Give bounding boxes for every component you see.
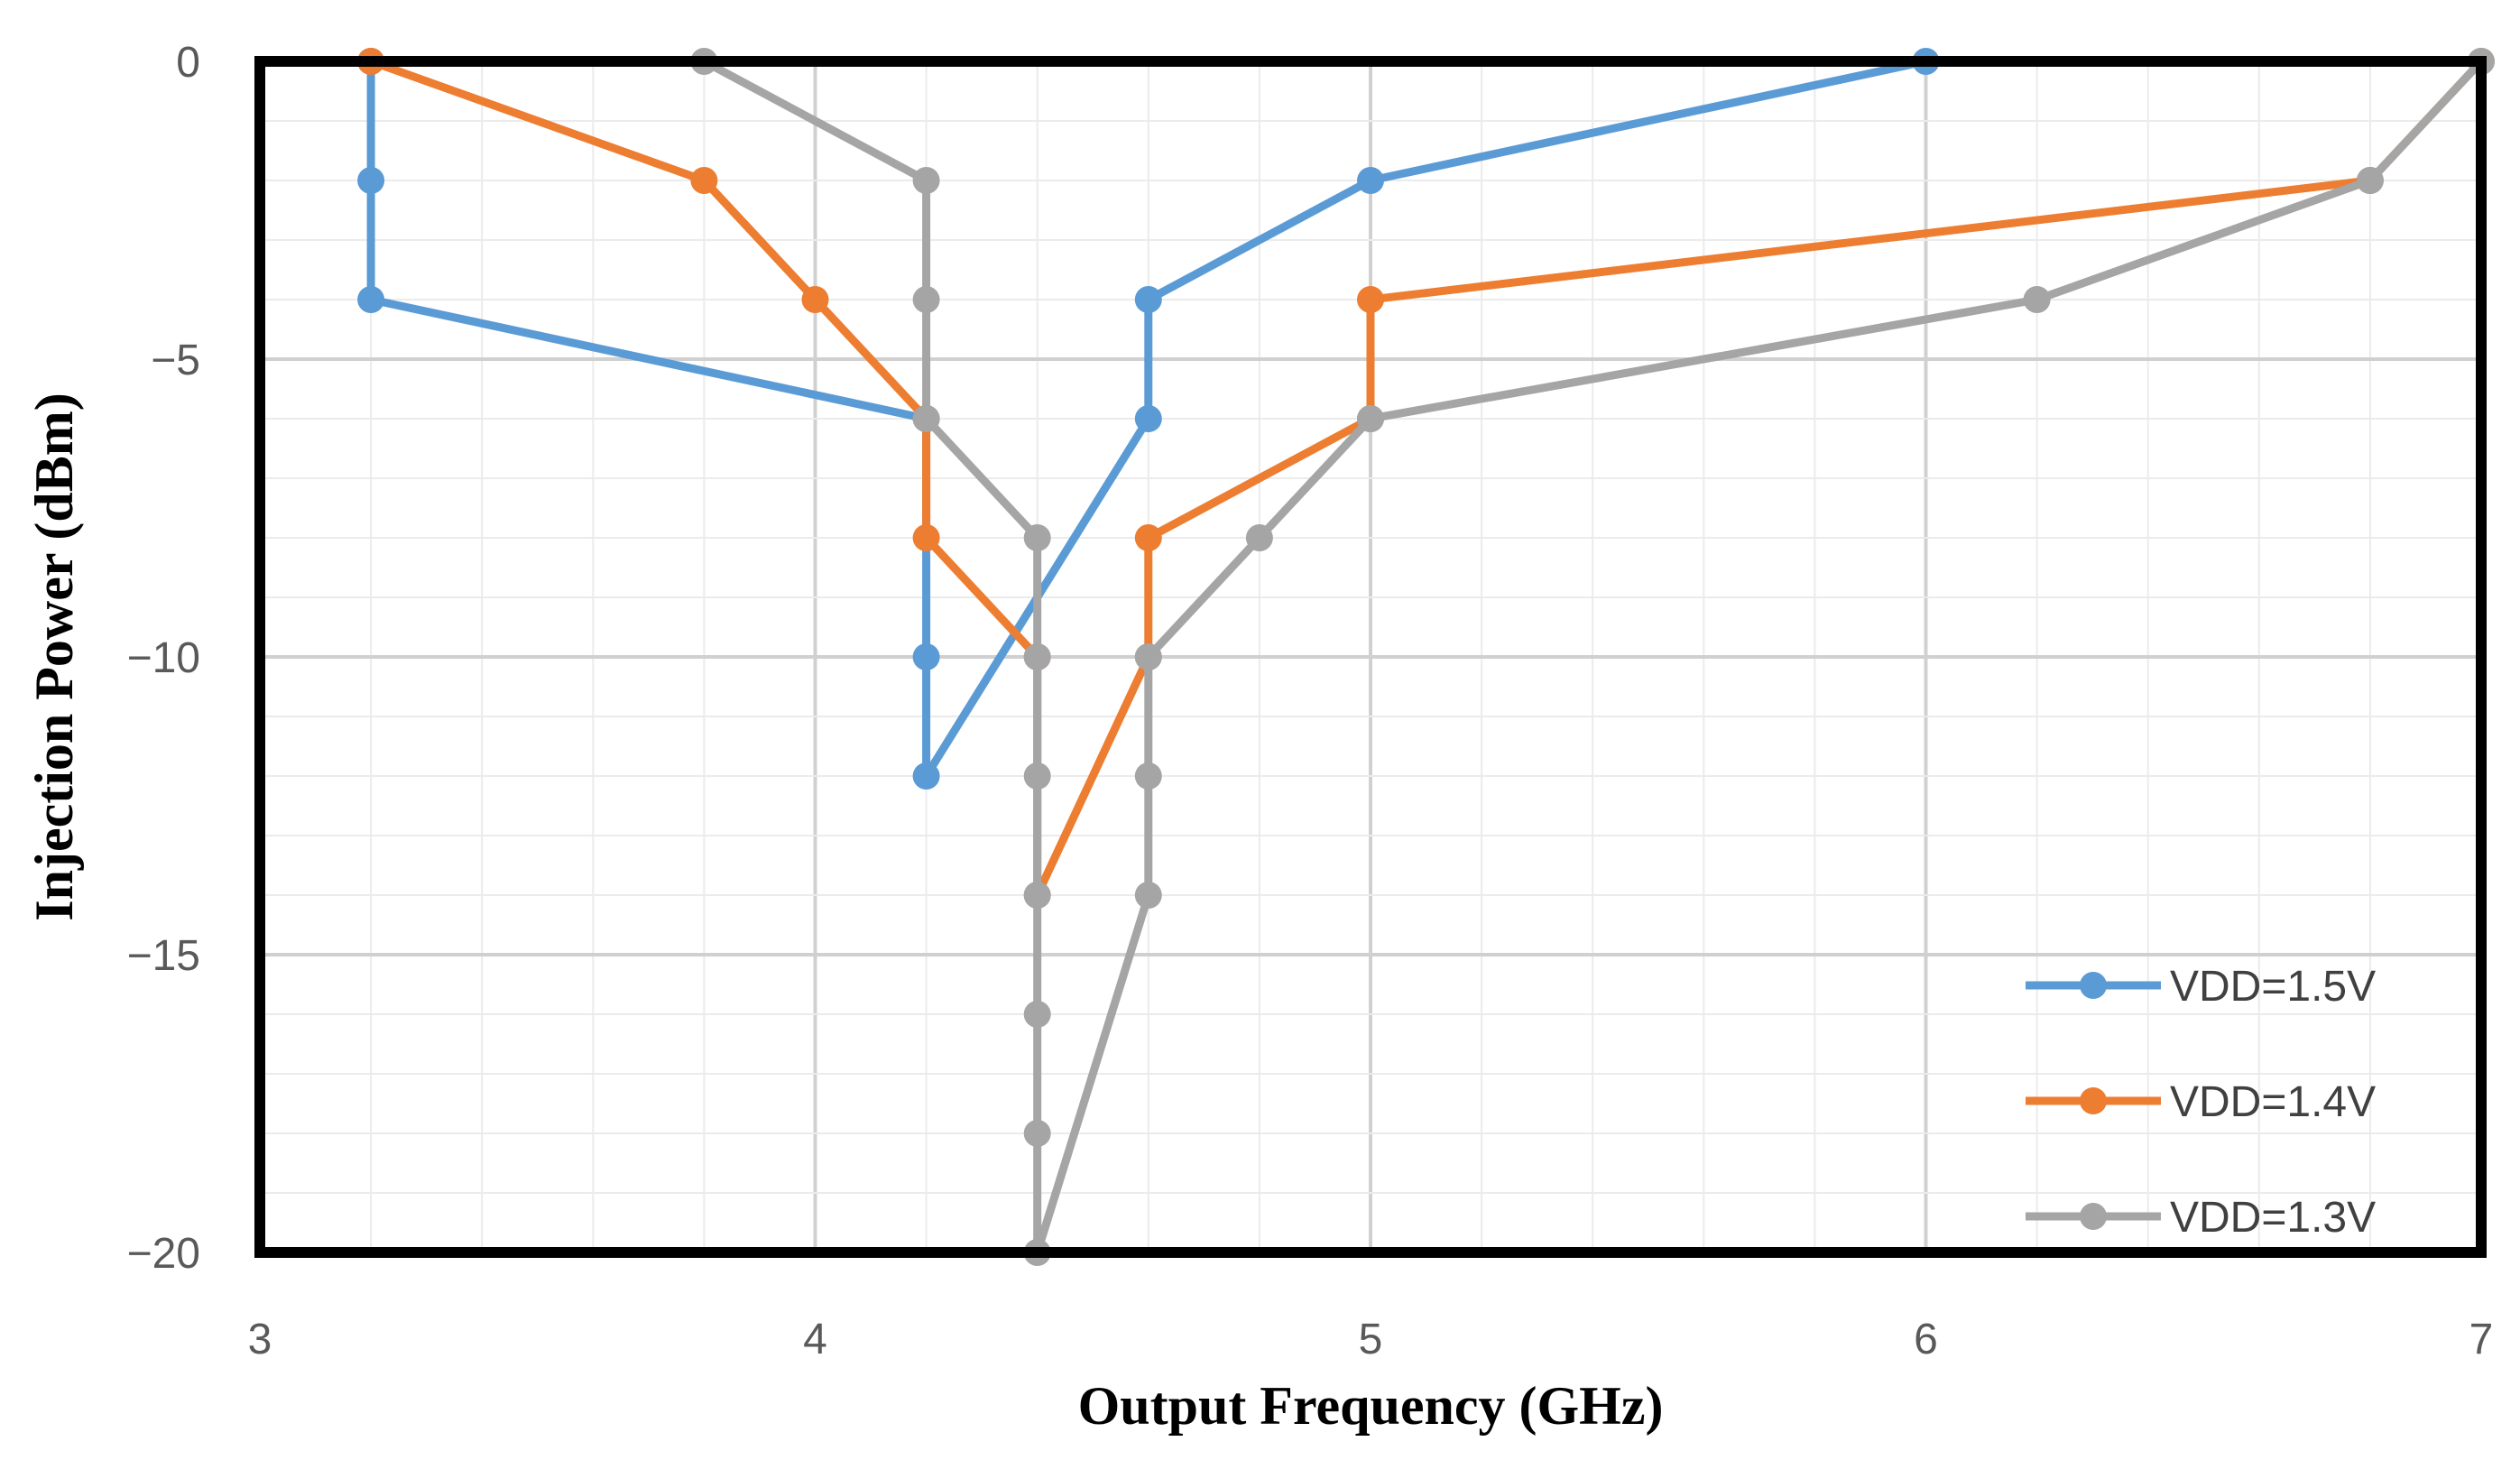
y-tick-label: −10 <box>127 634 200 682</box>
data-point <box>2356 167 2384 194</box>
x-tick-label: 6 <box>1914 1316 1938 1363</box>
y-tick-label: −15 <box>127 932 200 980</box>
data-point <box>1134 286 1162 313</box>
data-point <box>1023 643 1051 670</box>
data-point <box>1023 762 1051 790</box>
legend-label: VDD=1.3V <box>2170 1194 2376 1242</box>
data-point <box>1134 643 1162 670</box>
legend: VDD=1.5V VDD=1.4V VDD=1.3V <box>2026 963 2376 1242</box>
data-point <box>1023 1120 1051 1147</box>
data-point <box>1023 882 1051 909</box>
plot-frame <box>254 56 2487 1258</box>
data-point <box>1134 405 1162 432</box>
data-point <box>1357 286 1384 313</box>
y-tick-label: −20 <box>127 1230 200 1278</box>
grid <box>258 60 2483 1254</box>
legend-label: VDD=1.5V <box>2170 963 2376 1011</box>
x-tick-label: 4 <box>803 1316 827 1363</box>
y-axis-title: Injection Power (dBm) <box>24 393 84 920</box>
data-point <box>912 762 940 790</box>
x-axis-title: Output Frequency (GHz) <box>1078 1376 1664 1436</box>
data-point <box>357 167 385 194</box>
data-point <box>912 524 940 551</box>
legend-item-1: VDD=1.5V <box>2026 963 2376 1011</box>
legend-marker <box>2080 1087 2107 1114</box>
data-point <box>1023 1001 1051 1028</box>
x-tick-label: 3 <box>248 1316 272 1363</box>
tick-labels: 3 4 5 6 7 0 −5 −10 −15 −20 <box>127 39 2494 1363</box>
data-point <box>1134 524 1162 551</box>
legend-label: VDD=1.4V <box>2170 1078 2376 1126</box>
legend-item-2: VDD=1.4V <box>2026 1078 2376 1126</box>
data-point <box>912 167 940 194</box>
y-tick-label: −5 <box>151 337 200 384</box>
data-point <box>912 643 940 670</box>
x-tick-label: 7 <box>2469 1316 2494 1363</box>
legend-item-3: VDD=1.3V <box>2026 1194 2376 1242</box>
data-point <box>1357 167 1384 194</box>
data-point <box>1134 882 1162 909</box>
data-point <box>912 286 940 313</box>
data-point <box>690 167 718 194</box>
data-point <box>357 286 385 313</box>
x-tick-label: 5 <box>1359 1316 1383 1363</box>
y-tick-label: 0 <box>176 39 200 87</box>
data-point <box>1023 524 1051 551</box>
data-point <box>912 405 940 432</box>
legend-marker <box>2080 972 2107 999</box>
data-point <box>801 286 829 313</box>
data-point <box>1245 524 1273 551</box>
series-line <box>366 57 1930 781</box>
data-point <box>1134 762 1162 790</box>
legend-marker <box>2080 1203 2107 1230</box>
data-point <box>2023 286 2051 313</box>
data-point <box>1357 405 1384 432</box>
